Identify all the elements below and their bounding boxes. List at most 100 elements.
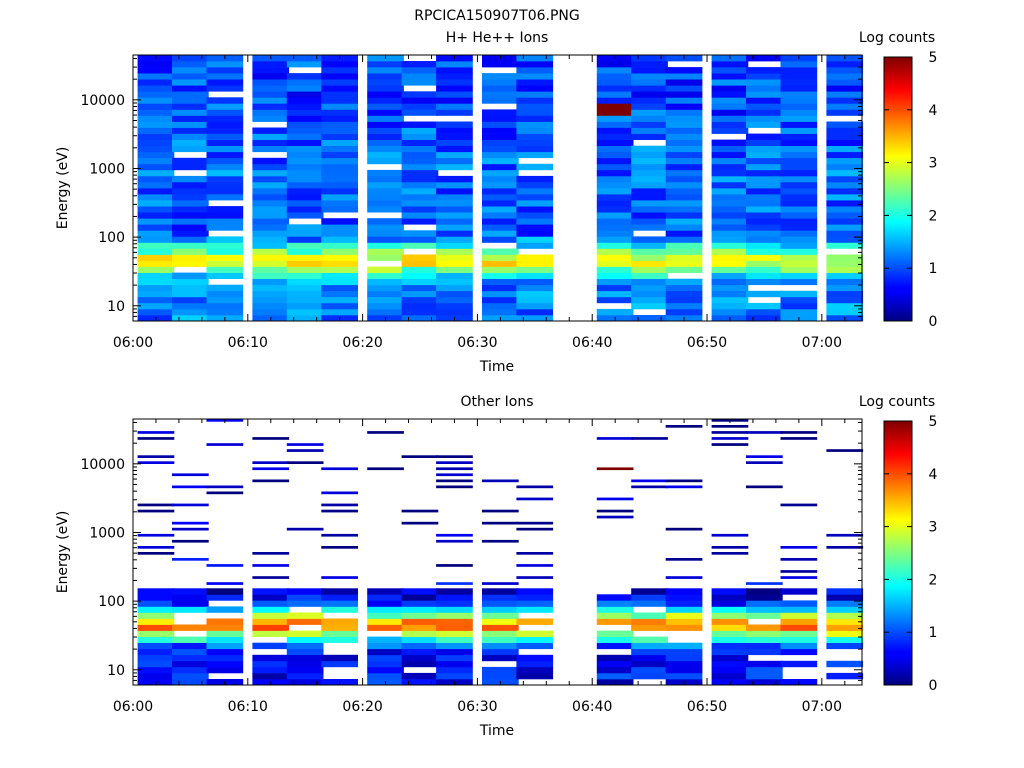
spectrogram-cell	[401, 296, 439, 304]
spectrogram-cell	[137, 151, 175, 159]
spectrogram-cell	[436, 630, 473, 637]
spectrogram-cell	[665, 79, 703, 86]
x-tick-label: 06:50	[687, 699, 727, 715]
spectrogram-cell	[206, 666, 244, 674]
spectrogram-cell	[631, 284, 668, 292]
spectrogram-cell	[252, 194, 290, 201]
spectrogram-cell	[665, 67, 703, 74]
spectrogram-cell	[321, 85, 358, 92]
spectrogram-cell	[172, 660, 209, 668]
spectrogram-cell	[482, 109, 519, 116]
spectrogram-cell	[826, 449, 864, 452]
spectrogram-cell	[436, 121, 473, 128]
spectrogram-cell	[252, 200, 290, 207]
spectrogram-cell	[826, 618, 864, 625]
spectrogram-cell	[252, 254, 290, 261]
spectrogram-cell	[367, 467, 404, 471]
spectrogram-cell	[367, 666, 404, 674]
spectrogram-cell	[436, 242, 473, 249]
spectrogram-cell	[252, 576, 290, 579]
spectrogram-cell	[206, 266, 244, 273]
spectrogram-cell	[746, 115, 783, 122]
spectrogram-cell	[206, 109, 244, 116]
spectrogram-cell	[137, 546, 175, 549]
spectrogram-cell	[711, 654, 749, 662]
spectrogram-cell	[746, 315, 783, 322]
spectrogram-cell	[137, 503, 175, 507]
spectrogram-cell	[401, 654, 439, 662]
spectrogram-cell	[436, 194, 473, 201]
spectrogram-cell	[780, 503, 818, 507]
spectrogram-cell	[711, 648, 749, 656]
spectrogram-cell	[746, 206, 783, 213]
spectrogram-cell	[367, 139, 404, 146]
spectrogram-cell	[826, 272, 864, 279]
spectrogram-cell	[172, 121, 209, 128]
spectrogram-cell	[436, 302, 473, 310]
spectrogram-cell	[286, 290, 324, 298]
spectrogram-cell	[826, 206, 864, 213]
spectrogram-cell	[367, 242, 404, 249]
spectrogram-cell	[665, 660, 703, 668]
spectrogram-cell	[711, 139, 749, 146]
spectrogram-cell	[401, 145, 439, 153]
spectrogram-cell	[137, 73, 175, 80]
spectrogram-cell	[252, 163, 290, 171]
spectrogram-cell	[172, 642, 209, 650]
spectrogram-cell	[172, 473, 209, 477]
spectrogram-cell	[401, 315, 439, 322]
spectrogram-cell	[172, 224, 209, 231]
spectrogram-cell	[286, 157, 324, 165]
spectrogram-cell	[321, 624, 358, 631]
spectrogram-cell	[596, 594, 634, 601]
spectrogram-cell	[711, 212, 749, 219]
spectrogram-cell	[631, 224, 668, 231]
spectrogram-cell	[367, 188, 404, 195]
spectrogram-cell	[401, 302, 439, 310]
spectrogram-cell	[780, 67, 818, 74]
spectrogram-cell	[321, 308, 358, 316]
spectrogram-cell	[711, 248, 749, 255]
spectrogram-cell	[746, 175, 783, 183]
spectrogram-cell	[286, 55, 324, 62]
spectrogram-cell	[482, 278, 519, 286]
spectrogram-cell	[482, 648, 519, 656]
spectrogram-cell	[631, 672, 668, 680]
spectrogram-cell	[206, 630, 244, 637]
spectrogram-cell	[252, 588, 290, 595]
spectrogram-cell	[401, 169, 439, 177]
spectrogram-cell	[367, 272, 404, 279]
spectrogram-cell	[367, 206, 404, 213]
spectrogram-cell	[252, 79, 290, 86]
x-tick-label: 06:00	[113, 335, 153, 351]
spectrogram-cell	[321, 248, 358, 255]
spectrogram-cell	[252, 272, 290, 279]
spectrogram-cell	[206, 224, 244, 231]
spectrogram-cell	[206, 127, 244, 134]
spectrogram-cell	[746, 660, 783, 668]
spectrogram-cell	[321, 630, 358, 637]
spectrogram-cell	[665, 642, 703, 650]
spectrogram-cell	[401, 194, 439, 201]
spectrogram-cell	[367, 660, 404, 668]
spectrogram-cell	[172, 109, 209, 116]
spectrogram-cell	[516, 79, 554, 86]
colorbar-label: Log counts	[859, 30, 935, 46]
y-axis: 10 100 1000 10000	[80, 58, 862, 322]
spectrogram-cell	[482, 509, 519, 513]
spectrogram-cell	[436, 145, 473, 153]
colorbar-label: Log counts	[859, 394, 935, 410]
spectrogram-cell	[172, 212, 209, 219]
spectrogram-cell	[436, 272, 473, 279]
spectrogram-cell	[780, 290, 818, 298]
spectrogram-cell	[286, 73, 324, 80]
spectrogram-cell	[665, 302, 703, 310]
spectrogram-cell	[401, 308, 439, 316]
spectrogram-cell	[401, 612, 439, 619]
spectrogram-cell	[631, 642, 668, 650]
spectrogram-cell	[137, 588, 175, 595]
spectrogram-cell	[206, 660, 244, 668]
spectrogram-cell	[252, 552, 290, 555]
spectrogram-cell	[826, 254, 864, 261]
spectrogram-cell	[596, 127, 634, 134]
